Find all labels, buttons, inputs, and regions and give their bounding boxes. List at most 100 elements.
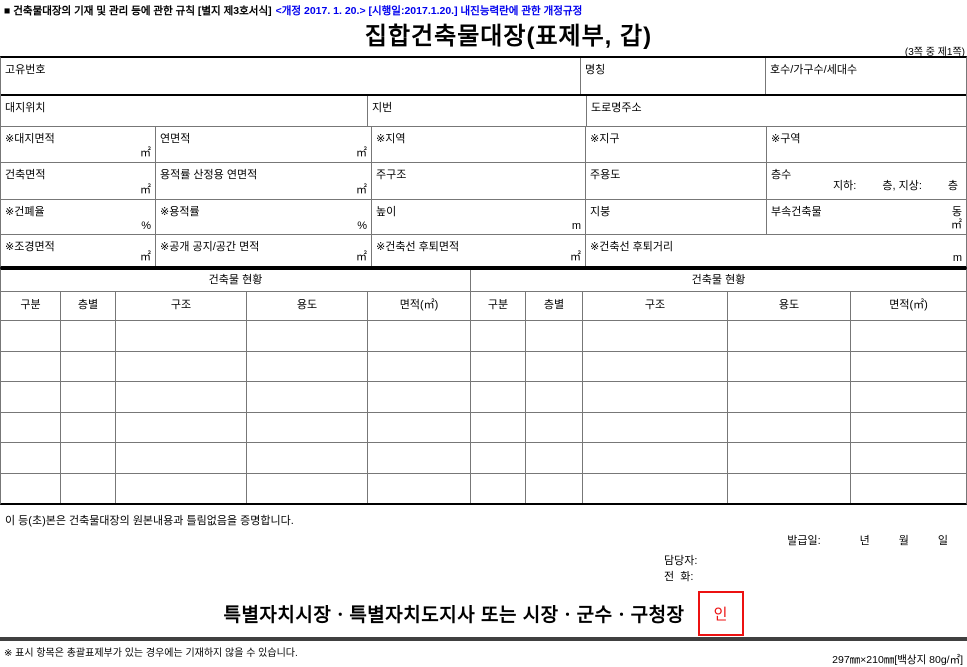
regulation-note: ■ 건축물대장의 기재 및 관리 등에 관한 규칙 [별지 제3호서식] <개정 … — [4, 3, 582, 18]
col-header-structure: 구조 — [116, 292, 247, 320]
field-building-area: 건축면적 ㎡ — [1, 163, 156, 199]
status-empty-cell — [61, 443, 116, 473]
status-empty-row — [471, 443, 966, 474]
status-empty-cell — [1, 351, 61, 381]
field-unique-number: 고유번호 — [1, 58, 581, 94]
status-empty-cell — [471, 473, 526, 503]
page-title: 집합건축물대장(표제부, 갑) — [364, 23, 653, 50]
status-table-title: 건축물 현황 — [1, 270, 470, 292]
status-empty-cell — [1, 443, 61, 473]
col-header-use: 용도 — [247, 292, 368, 320]
status-empty-cell — [1, 321, 61, 351]
field-site-area: ※대지면적 ㎡ — [1, 127, 156, 162]
status-empty-row — [1, 443, 470, 474]
sqm-unit: ㎡ — [140, 147, 151, 159]
field-landscape-area: ※조경면적 ㎡ — [1, 235, 156, 266]
footnote: ※ 표시 항목은 총괄표제부가 있는 경우에는 기재하지 않을 수 있습니다. — [4, 648, 298, 659]
issuing-authority: 특별자치시장ㆍ특별자치도지사 또는 시장ㆍ군수ㆍ구청장 — [223, 604, 685, 626]
status-empty-cell — [851, 443, 966, 473]
status-empty-cell — [583, 321, 728, 351]
row-area-zone: ※대지면적 ㎡ 연면적 ㎡ ※지역 ※지구 ※구역 — [1, 127, 966, 163]
status-empty-cell — [61, 473, 116, 503]
status-empty-cell — [851, 382, 966, 412]
field-lot-number: 지번 — [368, 96, 587, 126]
col-header-gubun: 구분 — [471, 292, 526, 320]
status-empty-cell — [851, 413, 966, 443]
status-header-row: 구분 층별 구조 용도 면적(㎡) — [1, 292, 470, 321]
status-empty-cell — [583, 443, 728, 473]
status-empty-cell — [583, 412, 728, 442]
status-body — [1, 321, 470, 503]
status-empty-row — [1, 321, 470, 352]
status-empty-cell — [851, 352, 966, 382]
status-empty-cell — [61, 351, 116, 381]
col-header-area: 면적(㎡) — [399, 299, 439, 311]
paper-size-note: 297㎜×210㎜[백상지 80g/㎡] — [832, 654, 963, 666]
status-empty-cell — [247, 351, 368, 381]
status-empty-cell — [116, 443, 247, 473]
row-ratios: ※건폐율% ※용적률% 높이 m 지붕 부속건축물 동 ㎡ — [1, 200, 966, 235]
status-table-title: 건축물 현황 — [471, 270, 966, 292]
status-empty-cell — [61, 412, 116, 442]
row-setback: ※조경면적 ㎡ ※공개 공지/공간 면적 ㎡ ※건축선 후퇴면적 ㎡ ※건축선 후퇴거… — [1, 235, 966, 266]
status-empty-row — [1, 473, 470, 504]
status-empty-cell — [526, 473, 583, 503]
sqm-unit: ㎡ — [140, 184, 151, 196]
status-empty-row — [471, 321, 966, 352]
status-empty-cell — [368, 474, 470, 504]
field-building-name: 명칭 — [581, 58, 766, 94]
field-roof: 지붕 — [586, 200, 767, 234]
meter-unit: m — [571, 220, 581, 232]
field-main-use: 주용도 — [586, 163, 767, 199]
status-empty-row — [1, 412, 470, 443]
status-empty-cell — [116, 382, 247, 412]
status-empty-cell — [1, 382, 61, 412]
building-status-right: 건축물 현황 구분 층별 구조 용도 면적(㎡) — [471, 270, 966, 503]
field-ho-count: 호수/가구수/세대수 — [770, 64, 858, 76]
field-floor-area-ratio: ※용적률% — [156, 200, 372, 234]
sqm-unit: ㎡ — [570, 251, 581, 263]
col-header-floor: 층별 — [61, 292, 116, 320]
status-empty-cell — [851, 474, 966, 504]
field-coverage-ratio: ※건폐율% — [1, 200, 156, 234]
status-empty-cell — [728, 321, 851, 351]
field-total-floor-area: 연면적 ㎡ — [156, 127, 372, 162]
status-empty-cell — [116, 412, 247, 442]
status-empty-cell — [368, 321, 470, 351]
row-location: 대지위치 지번 도로명주소 — [1, 96, 966, 127]
col-header-gubun: 구분 — [1, 292, 61, 320]
meter-unit: m — [952, 252, 962, 264]
sqm-unit: ㎡ — [356, 251, 367, 263]
status-empty-cell — [728, 443, 851, 473]
status-empty-cell — [471, 412, 526, 442]
status-empty-cell — [368, 382, 470, 412]
percent-unit: % — [141, 220, 151, 232]
status-empty-cell — [583, 382, 728, 412]
status-empty-cell — [728, 412, 851, 442]
status-empty-cell — [368, 352, 470, 382]
status-empty-cell — [471, 351, 526, 381]
field-main-structure: 주구조 — [372, 163, 586, 199]
status-header-row: 구분 층별 구조 용도 면적(㎡) — [471, 292, 966, 321]
status-empty-cell — [247, 412, 368, 442]
field-open-space-area: ※공개 공지/공간 면적 ㎡ — [156, 235, 372, 266]
regulation-note-main: ■ 건축물대장의 기재 및 관리 등에 관한 규칙 [별지 제3호서식] — [4, 5, 272, 17]
sqm-unit: ㎡ — [356, 184, 367, 196]
status-empty-cell — [471, 321, 526, 351]
status-empty-row — [471, 412, 966, 443]
col-header-structure: 구조 — [583, 292, 728, 320]
annex-units: 동 ㎡ — [951, 205, 962, 232]
status-empty-cell — [526, 382, 583, 412]
bottom-divider-rule — [0, 637, 967, 641]
officer-label: 담당자: — [664, 555, 698, 567]
page-number-indicator: (3쪽 중 제1쪽) — [904, 47, 965, 58]
status-empty-row — [1, 382, 470, 413]
issue-date-label: 발급일: — [787, 535, 821, 547]
status-empty-cell — [61, 382, 116, 412]
status-empty-cell — [526, 321, 583, 351]
status-empty-cell — [583, 351, 728, 381]
status-empty-cell — [247, 473, 368, 503]
status-empty-cell — [1, 473, 61, 503]
status-empty-cell — [116, 351, 247, 381]
